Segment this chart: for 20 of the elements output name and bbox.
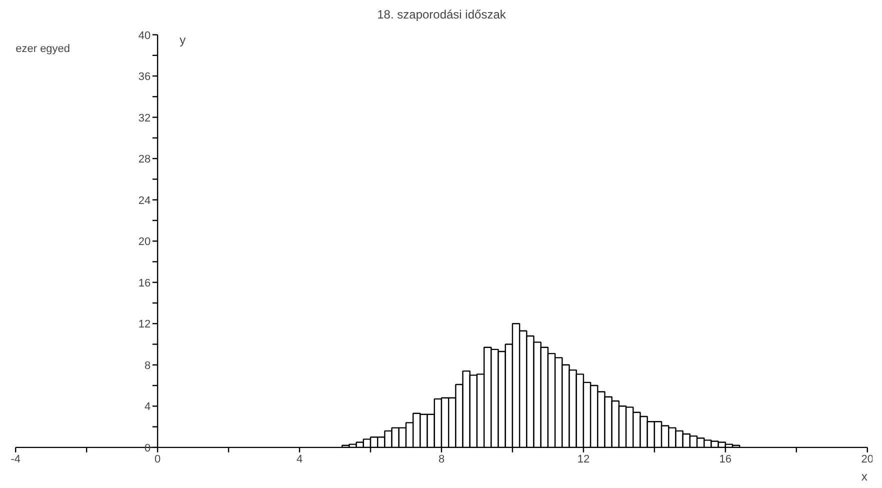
y-tick-label: 28 [138, 154, 151, 166]
y-tick-label: 4 [144, 401, 151, 414]
annotation: ezer egyed [16, 42, 70, 55]
y-tick-label: 20 [138, 236, 151, 248]
x-tick-label: 4 [296, 453, 303, 466]
x-tick-label: -4 [10, 453, 20, 466]
y-tick-label: 24 [138, 194, 151, 207]
y-tick-label: 40 [138, 30, 151, 42]
y-tick-label: 32 [138, 112, 151, 124]
x-axis-title: x [861, 469, 868, 484]
x-tick-label: 0 [154, 453, 161, 466]
y-tick-label: 16 [138, 277, 151, 290]
y-tick-label: 12 [138, 318, 151, 331]
y-tick-label: 36 [138, 71, 151, 84]
chart-title: 18. szaporodási időszak [377, 8, 507, 22]
x-tick-label: 12 [577, 453, 590, 466]
y-axis-title: y [180, 32, 186, 47]
x-tick-label: 16 [719, 453, 732, 466]
y-tick-label: 8 [144, 360, 151, 372]
x-tick-label: 8 [438, 453, 445, 466]
